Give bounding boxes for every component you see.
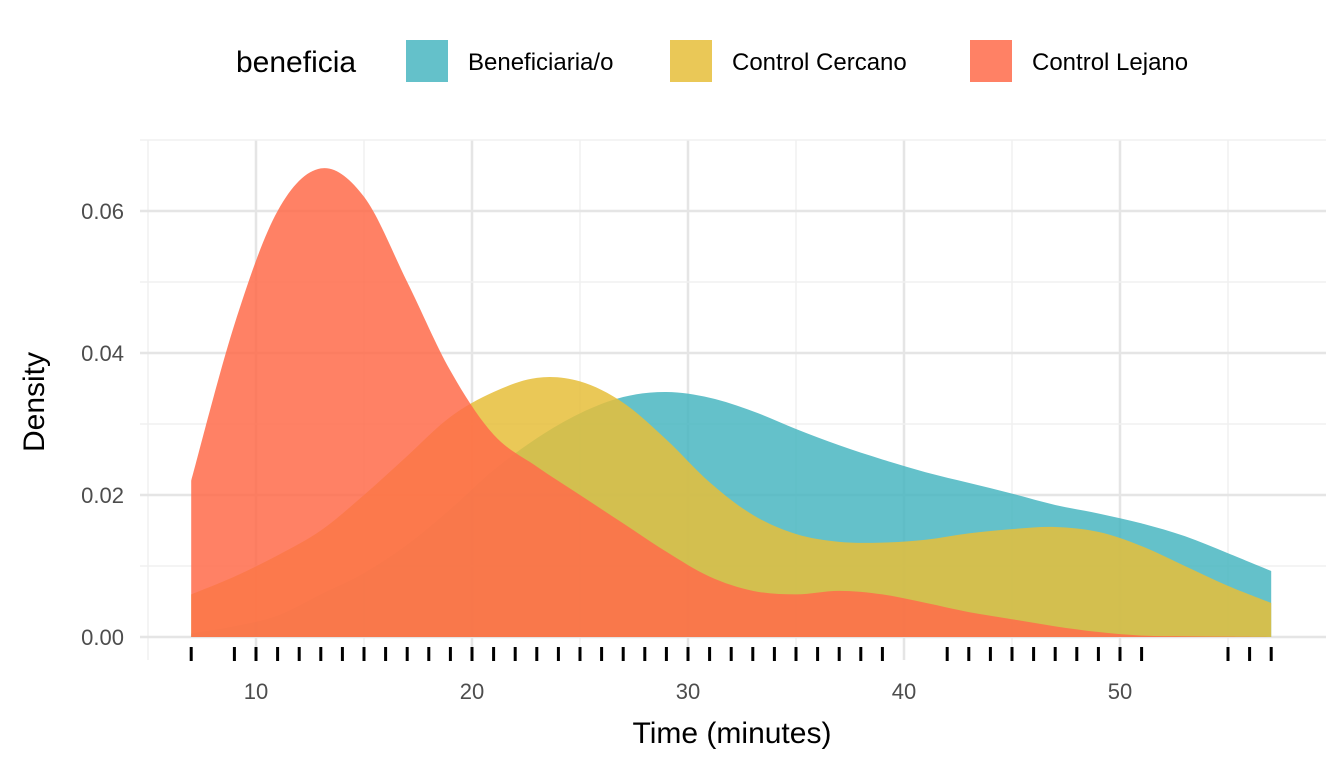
legend-items: Beneficiaria/o Control Cercano Control Lej… bbox=[406, 40, 1188, 82]
legend-label: Beneficiaria/o bbox=[468, 49, 613, 76]
x-tick-label: 50 bbox=[1108, 679, 1132, 704]
legend-label: Control Cercano bbox=[732, 49, 907, 76]
y-tick-label: 0.02 bbox=[81, 483, 124, 508]
density-areas bbox=[191, 168, 1272, 637]
legend: beneficia Beneficiaria/o Control Cercano C… bbox=[236, 40, 1188, 82]
y-tick-label: 0.00 bbox=[81, 625, 124, 650]
y-axis-title: Density bbox=[18, 352, 51, 452]
y-axis-ticks: 0.00 0.02 0.04 0.06 bbox=[81, 199, 124, 650]
legend-key-control-lejano bbox=[970, 40, 1012, 82]
x-axis-title: Time (minutes) bbox=[633, 717, 832, 750]
x-tick-label: 30 bbox=[676, 679, 700, 704]
rug-marks bbox=[189, 647, 1273, 661]
y-tick-label: 0.04 bbox=[81, 341, 124, 366]
legend-key-control-cercano bbox=[670, 40, 712, 82]
x-axis-ticks: 10 20 30 40 50 bbox=[244, 679, 1132, 704]
x-tick-label: 40 bbox=[892, 679, 916, 704]
legend-label: Control Lejano bbox=[1032, 49, 1188, 76]
x-tick-label: 20 bbox=[460, 679, 484, 704]
x-tick-label: 10 bbox=[244, 679, 268, 704]
legend-key-beneficiaria-o bbox=[406, 40, 448, 82]
density-area-control-lejano bbox=[191, 168, 1272, 637]
legend-title: beneficia bbox=[236, 46, 356, 79]
y-tick-label: 0.06 bbox=[81, 199, 124, 224]
